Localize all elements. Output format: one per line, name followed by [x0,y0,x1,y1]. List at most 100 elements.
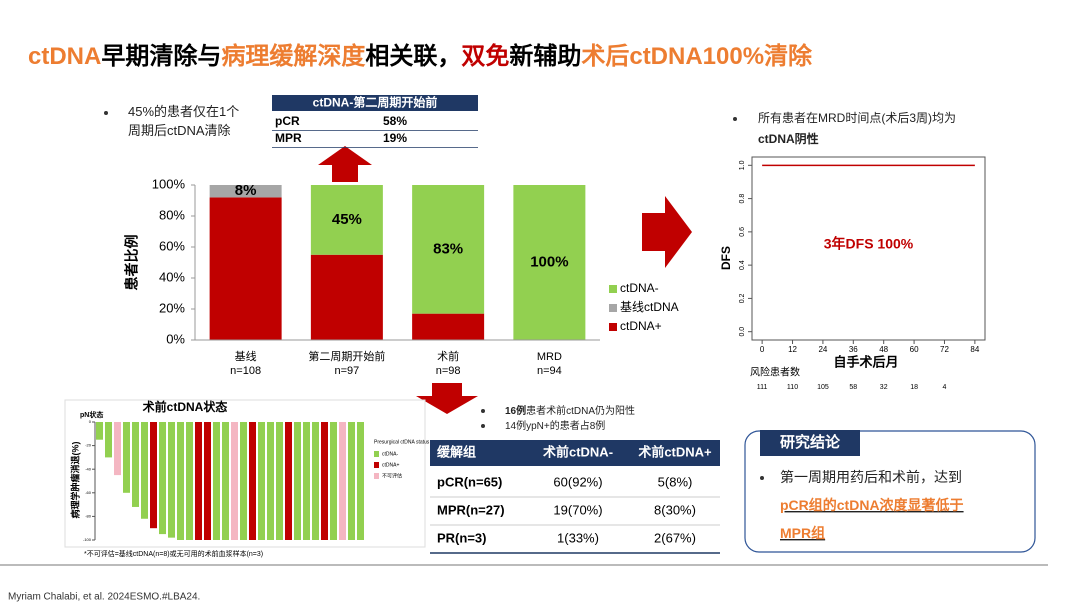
y-tick-label: 0.6 [739,227,746,237]
x-tick-label: 84 [970,345,979,354]
y-tick-label: 1.0 [739,160,746,170]
y-tick-label: 0.8 [739,194,746,204]
waterfall-title: 术前ctDNA状态 [142,399,228,414]
x-tick-sublabel: n=94 [537,365,562,377]
waterfall-bar [321,422,328,540]
x-tick-sublabel: n=98 [436,365,461,377]
legend-swatch [374,473,379,479]
waterfall-bar [222,422,229,540]
bullet [104,111,108,115]
y-tick-label: 60% [159,238,185,253]
waterfall-bar [294,422,301,540]
text-line: ctDNA阴性 [758,131,819,146]
bar-segment [310,254,383,340]
text-run: 周期后ctDNA清除 [128,123,231,138]
waterfall-bar [105,422,112,458]
y-tick-label: -80 [85,513,92,518]
y-tick-label: -20 [85,443,92,448]
table-cell: MPR [275,131,302,145]
legend-swatch [609,285,617,293]
risk-number: 18 [910,384,918,391]
table-header-bg [272,95,478,111]
waterfall-bar [132,422,139,507]
y-tick-label: 0% [166,331,185,346]
value-label: 100% [530,253,568,270]
bar-segment [209,185,282,198]
waterfall-bar [177,422,184,540]
bar-segment [412,313,485,340]
waterfall-bar [195,422,202,540]
value-label: 83% [433,240,463,257]
value-label: 8% [235,182,257,199]
legend-label: ctDNA- [382,451,398,457]
legend-swatch [374,451,379,457]
y-tick-label: 0 [89,419,92,424]
y-tick-label: 0.2 [739,293,746,303]
risk-number: 110 [787,384,798,391]
value-label: 45% [332,211,362,228]
waterfall-bar [123,422,130,493]
table-cell: PR(n=3) [437,530,486,545]
footnote: *不可评估=基线ctDNA(n=8)或无可用的术前血浆样本(n=3) [84,549,263,558]
x-tick-sublabel: n=97 [334,365,359,377]
y-tick-label: 20% [159,300,185,315]
table-header-bg [430,440,720,466]
legend-swatch [609,304,617,312]
legend-label: ctDNA+ [620,319,662,333]
x-tick-label: 0 [760,345,765,354]
risk-number: 105 [817,384,829,391]
text-run: 新辅助 [509,42,581,70]
conclusion-title: 研究结论 [780,433,841,451]
waterfall-bar [240,422,247,540]
risk-title: 风险患者数 [750,366,800,379]
table-header: 术前ctDNA+ [637,444,712,459]
waterfall-bar [114,422,121,476]
x-tick-label: 72 [940,345,949,354]
legend-label: ctDNA+ [382,462,399,468]
x-tick-label: 第二周期开始前 [308,349,385,363]
text-run: 16例 [505,404,526,417]
text-line: 14例ypN+的患者占8例 [505,419,605,432]
table-cell: 58% [383,114,407,128]
waterfall-bar [303,422,310,540]
text-line: 所有患者在MRD时间点(术后3周)均为 [758,111,956,125]
text-run: ctDNA [28,43,101,70]
waterfall-bar [339,422,346,540]
waterfall-bar [276,422,283,540]
y-tick-label: -40 [85,466,92,471]
bullet [481,424,485,428]
x-tick-label: MRD [537,351,562,363]
text-run: 相关联， [365,43,461,70]
bar-segment [310,185,383,255]
table-cell: MPR(n=27) [437,502,505,517]
table-cell: pCR(n=65) [437,474,502,489]
waterfall-bar [357,422,364,540]
legend-label: 不可评估 [382,472,402,479]
y-tick-label: 100% [152,176,186,191]
conclusion-box [744,430,1036,553]
legend-swatch [609,323,617,331]
bar-segment [513,185,586,340]
x-tick-label: 60 [910,345,919,354]
bullet [760,476,764,480]
plot-frame [751,156,986,341]
y-tick-label: 0.4 [739,260,746,270]
legend-swatch [374,462,379,468]
waterfall-bar [186,422,193,540]
right-arrow [642,196,692,268]
x-tick-label: 36 [849,345,858,354]
top-label: pN状态 [80,410,103,419]
bullet [481,409,485,413]
down-arrow [416,383,478,414]
table-cell: 60(92%) [553,474,602,489]
text-run: MPR组 [780,525,825,541]
text-run: ctDNA阴性 [758,131,819,146]
waterfall-bar [267,422,274,540]
conclusion-header-bg [760,430,860,456]
text-line: MPR组 [780,525,825,541]
y-axis-label: DFS [719,246,733,270]
waterfall-bar [348,422,355,540]
table-cell: 8(30%) [654,502,696,517]
text-run: 双免 [461,42,509,70]
y-tick-label: 40% [159,269,185,284]
